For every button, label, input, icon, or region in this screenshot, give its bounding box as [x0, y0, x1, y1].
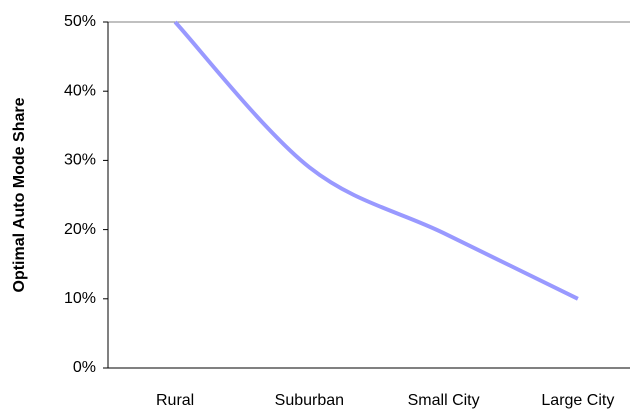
y-tick-label: 0%	[73, 359, 96, 376]
y-tick-label: 10%	[64, 290, 96, 307]
x-tick-label: Small City	[408, 392, 480, 409]
y-tick-label: 50%	[64, 13, 96, 30]
y-tick-label: 20%	[64, 221, 96, 238]
y-tick-label: 40%	[64, 82, 96, 99]
y-axis-label: Optimal Auto Mode Share	[11, 97, 28, 292]
x-tick-label: Suburban	[275, 392, 344, 409]
x-tick-label: Rural	[156, 392, 194, 409]
series-line	[173, 20, 579, 301]
x-tick-label: Large City	[541, 392, 614, 409]
y-tick-label: 30%	[64, 152, 96, 169]
